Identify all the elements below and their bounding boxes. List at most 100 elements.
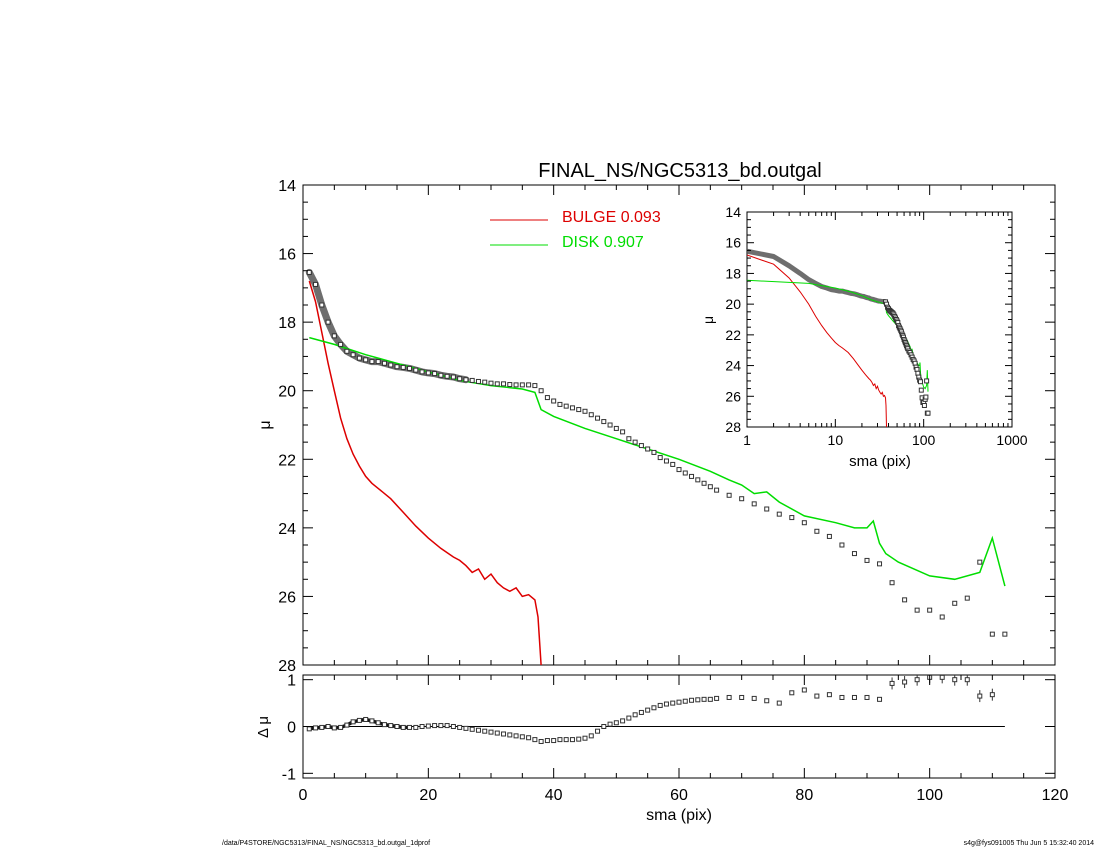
residual-ytick-label: 0 [287, 720, 296, 737]
data-point [475, 378, 481, 384]
residual-point [356, 717, 362, 723]
residual-point [877, 696, 883, 702]
inset-data-point [924, 378, 930, 384]
data-point [902, 597, 908, 603]
data-point [839, 542, 845, 548]
residual-point [638, 709, 644, 715]
data-point [645, 446, 651, 452]
data-point [513, 382, 519, 388]
data-point [651, 449, 657, 455]
inset-data-point [923, 394, 929, 400]
residual-point [526, 735, 532, 741]
data-point [375, 359, 381, 365]
residual-point [776, 700, 782, 706]
residual-point [645, 707, 651, 713]
residual-point [444, 723, 450, 729]
data-point [764, 506, 770, 512]
data-point [563, 403, 569, 409]
inset-ytick-label: 24 [725, 358, 741, 374]
residual-point [977, 693, 983, 699]
main-ytick-label: 20 [278, 384, 296, 401]
residual-point [482, 728, 488, 734]
residual-point [569, 737, 575, 743]
residual-point [576, 736, 582, 742]
data-point [670, 461, 676, 467]
residual-point [789, 690, 795, 696]
residual-point [889, 680, 895, 686]
data-point [306, 269, 312, 275]
chart-title: FINAL_NS/NGC5313_bd.outgal [538, 160, 822, 182]
data-point [363, 357, 369, 363]
residual-ytick-label: 1 [287, 673, 296, 690]
data-point [695, 477, 701, 483]
residual-point [400, 724, 406, 730]
data-point [432, 371, 438, 377]
residual-point [557, 737, 563, 743]
residual-point [407, 724, 413, 730]
data-point [538, 388, 544, 394]
residual-xtick-label: 20 [419, 787, 437, 804]
residual-point [313, 725, 319, 731]
main-ytick-label: 14 [278, 178, 296, 195]
data-point [444, 373, 450, 379]
data-point [394, 364, 400, 370]
residual-xlabel: sma (pix) [646, 807, 712, 824]
data-point [463, 377, 469, 383]
data-point [350, 352, 356, 358]
residual-point [501, 731, 507, 737]
data-point [419, 369, 425, 375]
data-point [319, 302, 325, 308]
residual-point [369, 718, 375, 724]
inset-ytick-label: 16 [725, 235, 741, 251]
data-point [977, 559, 983, 565]
residual-point [595, 728, 601, 734]
residual-point [613, 720, 619, 726]
data-point [507, 382, 513, 388]
data-point [751, 501, 757, 507]
footer-timestamp: s4g@fys091005 Thu Jun 5 15:32:40 2014 [963, 840, 1094, 847]
data-point [952, 600, 958, 606]
inset-data-point [921, 403, 927, 408]
residual-point [344, 722, 350, 728]
inset-ytick-label: 18 [725, 265, 741, 281]
residual-point [306, 726, 312, 732]
main-ytick-label: 28 [278, 658, 296, 675]
residual-point [350, 719, 356, 725]
data-point [381, 360, 387, 366]
inset-xlabel: sma (pix) [849, 453, 911, 470]
data-point [689, 473, 695, 479]
data-point [657, 455, 663, 461]
residual-point [331, 725, 337, 731]
data-point [826, 533, 832, 539]
residual-point [726, 694, 732, 700]
data-point [469, 377, 475, 383]
main-ytick-label: 22 [278, 452, 296, 469]
data-point [989, 631, 995, 637]
main-ytick-label: 26 [278, 589, 296, 606]
inset-data-point [918, 387, 924, 393]
residual-point [551, 738, 557, 744]
residual-point [532, 737, 538, 743]
residual-point [381, 722, 387, 728]
data-point [526, 382, 532, 388]
data-point [519, 382, 525, 388]
residual-point [663, 701, 669, 707]
data-point [544, 395, 550, 401]
data-point [914, 607, 920, 613]
data-point [620, 429, 626, 435]
residual-point [952, 677, 958, 683]
footer-filepath: /data/P4STORE/NGC5313/FINAL_NS/NGC5313_b… [222, 840, 431, 847]
data-point [626, 436, 632, 442]
data-point [388, 362, 394, 368]
residual-point [469, 726, 475, 732]
data-point [582, 408, 588, 414]
data-point [638, 443, 644, 449]
inset-xtick-label: 1000 [996, 432, 1027, 448]
inset-xtick-label: 1 [743, 432, 751, 448]
residual-point [450, 724, 456, 729]
residual-point [419, 724, 425, 729]
data-point [413, 367, 419, 373]
residual-point [695, 697, 701, 703]
data-point [789, 515, 795, 521]
